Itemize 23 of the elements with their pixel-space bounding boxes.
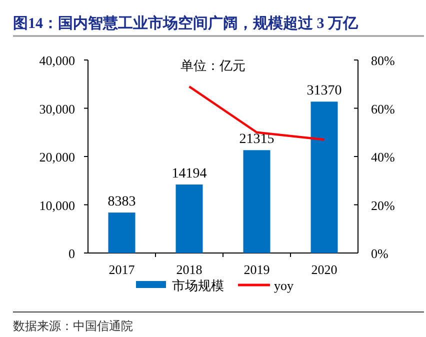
legend-label: yoy [274,278,294,293]
data-label: 21315 [239,132,274,148]
data-label: 8383 [108,194,136,210]
data-label: 14194 [172,166,207,182]
y2-tick-label: 80% [371,53,395,68]
y-tick-label: 20,000 [39,150,75,164]
y2-tick-label: 60% [371,101,395,116]
y-tick-label: 0 [68,246,75,261]
y-tick-label: 10,000 [39,198,75,213]
y-tick-label: 40,000 [39,53,75,68]
legend-label: 市场规模 [172,278,224,293]
y2-tick-label: 40% [371,150,395,164]
data-label: 31370 [306,84,342,99]
x-tick-label: 2019 [244,262,270,277]
title: 图14：国内智慧工业市场空间广阔，规模超过 3 万亿 [13,16,358,32]
annotation: 单位：亿元 [180,58,246,73]
y-tick-label: 30,000 [39,101,75,116]
x-tick-label: 2018 [176,262,202,277]
y2-tick-label: 20% [371,198,395,213]
source-note: 数据来源：中国信通院 [13,319,133,333]
x-tick-label: 2017 [108,262,136,277]
y2-tick-label: 0% [371,246,388,261]
x-tick-label: 2020 [311,262,338,277]
